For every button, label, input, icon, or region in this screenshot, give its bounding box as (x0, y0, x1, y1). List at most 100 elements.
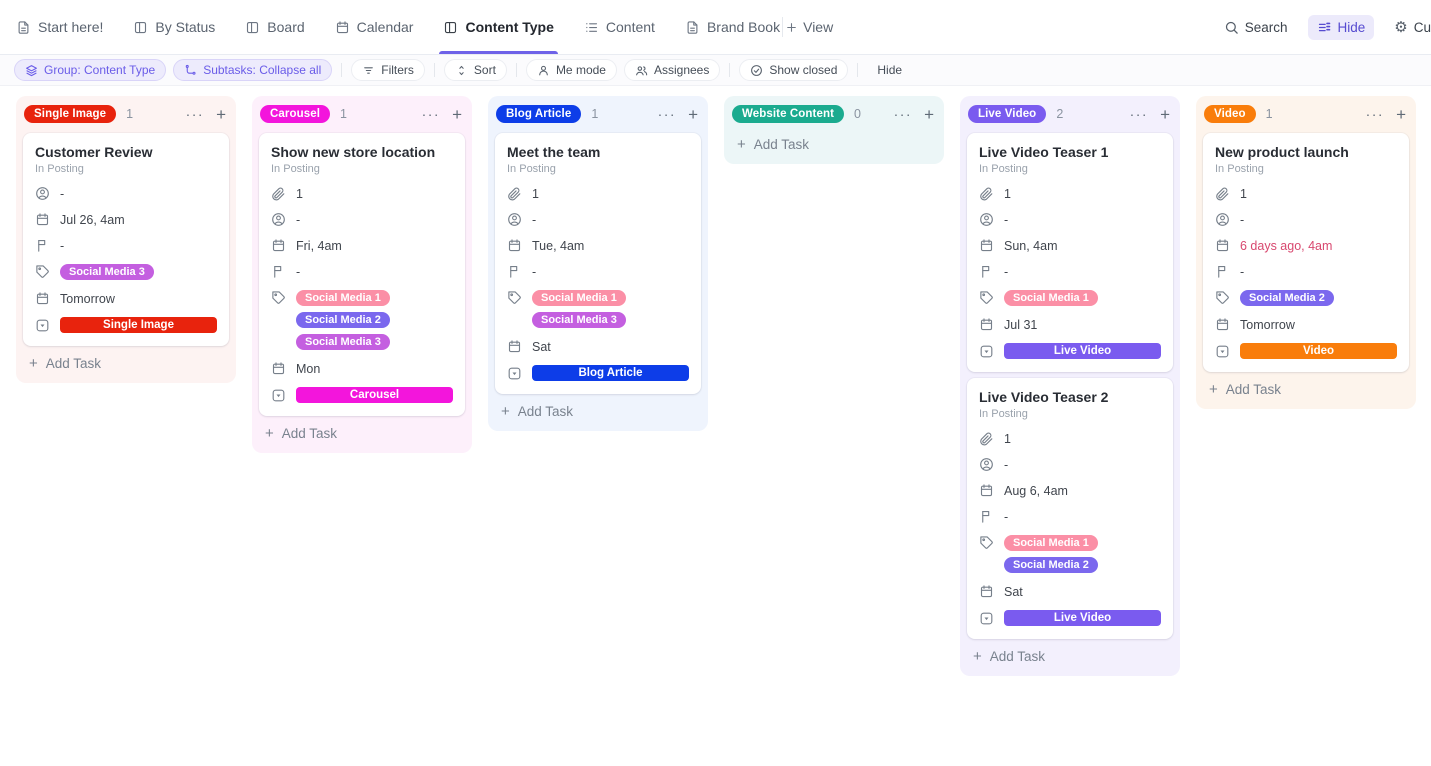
add-task-button[interactable]: + Add Task (495, 394, 701, 427)
date-field[interactable]: Jul 26, 4am (35, 212, 217, 227)
priority-field[interactable]: - (35, 238, 217, 253)
task-card[interactable]: Live Video Teaser 2 In Posting 1 - Aug 6, 4a… (967, 378, 1173, 639)
tags-field[interactable]: Social Media 3 (35, 264, 217, 280)
column-add-icon[interactable]: + (688, 104, 698, 124)
column-menu-icon[interactable]: ··· (1365, 106, 1385, 122)
add-task-button[interactable]: + Add Task (731, 127, 937, 160)
content-type-field[interactable]: Blog Article (507, 365, 689, 381)
tags-field[interactable]: Social Media 1 Social Media 3 (507, 290, 689, 328)
sort-button[interactable]: Sort (443, 59, 507, 81)
tags-field[interactable]: Social Media 2 (1215, 290, 1397, 306)
column-status-badge[interactable]: Carousel (260, 105, 331, 123)
add-task-button[interactable]: + Add Task (259, 416, 465, 449)
hide-toolbar-button[interactable]: Hide (867, 60, 912, 80)
task-card[interactable]: Meet the team In Posting 1 - Tue, 4am - Social… (495, 133, 701, 394)
group-by-button[interactable]: Group: Content Type (14, 59, 167, 81)
tab-brand-book[interactable]: Brand Book (685, 0, 780, 54)
column-menu-icon[interactable]: ··· (1129, 106, 1149, 122)
tab-calendar[interactable]: Calendar (335, 0, 413, 54)
tag-pill[interactable]: Social Media 3 (296, 334, 390, 350)
content-type-field[interactable]: Carousel (271, 387, 453, 403)
column-menu-icon[interactable]: ··· (893, 106, 913, 122)
column-menu-icon[interactable]: ··· (185, 106, 205, 122)
priority-field[interactable]: - (979, 264, 1161, 279)
tag-pill[interactable]: Social Media 2 (296, 312, 390, 328)
column-status-badge[interactable]: Blog Article (496, 105, 582, 123)
content-type-pill[interactable]: Live Video (1004, 343, 1161, 359)
column-status-badge[interactable]: Website Content (732, 105, 845, 123)
subtasks-button[interactable]: Subtasks: Collapse all (173, 59, 333, 81)
date-field[interactable]: Sat (979, 584, 1161, 599)
column-add-icon[interactable]: + (216, 104, 226, 124)
date-field[interactable]: Tomorrow (1215, 317, 1397, 332)
attachments-field[interactable]: 1 (979, 431, 1161, 446)
content-type-field[interactable]: Single Image (35, 317, 217, 333)
task-card[interactable]: Customer Review In Posting - Jul 26, 4am - So… (23, 133, 229, 346)
date-field[interactable]: Sat (507, 339, 689, 354)
column-status-badge[interactable]: Single Image (24, 105, 117, 123)
task-card[interactable]: New product launch In Posting 1 - 6 days ago… (1203, 133, 1409, 372)
tags-field[interactable]: Social Media 1 Social Media 2 (979, 535, 1161, 573)
date-field[interactable]: 6 days ago, 4am (1215, 238, 1397, 253)
me-mode-button[interactable]: Me mode (525, 59, 617, 81)
column-menu-icon[interactable]: ··· (421, 106, 441, 122)
tag-pill[interactable]: Social Media 2 (1240, 290, 1334, 306)
column-menu-icon[interactable]: ··· (657, 106, 677, 122)
column-add-icon[interactable]: + (1160, 104, 1170, 124)
content-type-field[interactable]: Live Video (979, 343, 1161, 359)
customize-button[interactable]: ⚙ Cu (1394, 20, 1431, 35)
assignee-field[interactable]: - (507, 212, 689, 227)
assignee-field[interactable]: - (35, 186, 217, 201)
column-add-icon[interactable]: + (452, 104, 462, 124)
attachments-field[interactable]: 1 (507, 186, 689, 201)
content-type-pill[interactable]: Video (1240, 343, 1397, 359)
tag-pill[interactable]: Social Media 3 (532, 312, 626, 328)
tab-content[interactable]: Content (584, 0, 655, 54)
column-add-icon[interactable]: + (924, 104, 934, 124)
column-add-icon[interactable]: + (1396, 104, 1406, 124)
add-view-button[interactable]: View (785, 0, 833, 54)
tag-pill[interactable]: Social Media 3 (60, 264, 154, 280)
add-task-button[interactable]: + Add Task (1203, 372, 1409, 405)
priority-field[interactable]: - (979, 509, 1161, 524)
content-type-field[interactable]: Video (1215, 343, 1397, 359)
date-field[interactable]: Sun, 4am (979, 238, 1161, 253)
attachments-field[interactable]: 1 (271, 186, 453, 201)
tag-pill[interactable]: Social Media 1 (1004, 290, 1098, 306)
tags-field[interactable]: Social Media 1 (979, 290, 1161, 306)
assignee-field[interactable]: - (271, 212, 453, 227)
column-status-badge[interactable]: Live Video (968, 105, 1047, 123)
tag-pill[interactable]: Social Media 1 (532, 290, 626, 306)
priority-field[interactable]: - (1215, 264, 1397, 279)
date-field[interactable]: Jul 31 (979, 317, 1161, 332)
assignees-button[interactable]: Assignees (623, 59, 721, 81)
attachments-field[interactable]: 1 (1215, 186, 1397, 201)
assignee-field[interactable]: - (979, 457, 1161, 472)
add-task-button[interactable]: + Add Task (967, 639, 1173, 672)
search-button[interactable]: Search (1224, 20, 1288, 35)
tab-board[interactable]: Board (245, 0, 305, 54)
hide-fields-button[interactable]: Hide (1307, 14, 1375, 40)
assignee-field[interactable]: - (1215, 212, 1397, 227)
filters-button[interactable]: Filters (351, 59, 425, 81)
content-type-pill[interactable]: Live Video (1004, 610, 1161, 626)
task-card[interactable]: Show new store location In Posting 1 - Fri, … (259, 133, 465, 416)
content-type-pill[interactable]: Blog Article (532, 365, 689, 381)
tab-content-type[interactable]: Content Type (439, 0, 559, 54)
content-type-pill[interactable]: Single Image (60, 317, 217, 333)
date-field[interactable]: Aug 6, 4am (979, 483, 1161, 498)
priority-field[interactable]: - (507, 264, 689, 279)
content-type-pill[interactable]: Carousel (296, 387, 453, 403)
date-field[interactable]: Fri, 4am (271, 238, 453, 253)
assignee-field[interactable]: - (979, 212, 1161, 227)
show-closed-button[interactable]: Show closed (739, 59, 849, 81)
date-field[interactable]: Tue, 4am (507, 238, 689, 253)
task-card[interactable]: Live Video Teaser 1 In Posting 1 - Sun, 4am -… (967, 133, 1173, 372)
column-status-badge[interactable]: Video (1204, 105, 1256, 123)
add-task-button[interactable]: + Add Task (23, 346, 229, 379)
tag-pill[interactable]: Social Media 1 (296, 290, 390, 306)
priority-field[interactable]: - (271, 264, 453, 279)
tag-pill[interactable]: Social Media 2 (1004, 557, 1098, 573)
date-field[interactable]: Mon (271, 361, 453, 376)
tags-field[interactable]: Social Media 1 Social Media 2 Social Media… (271, 290, 453, 350)
